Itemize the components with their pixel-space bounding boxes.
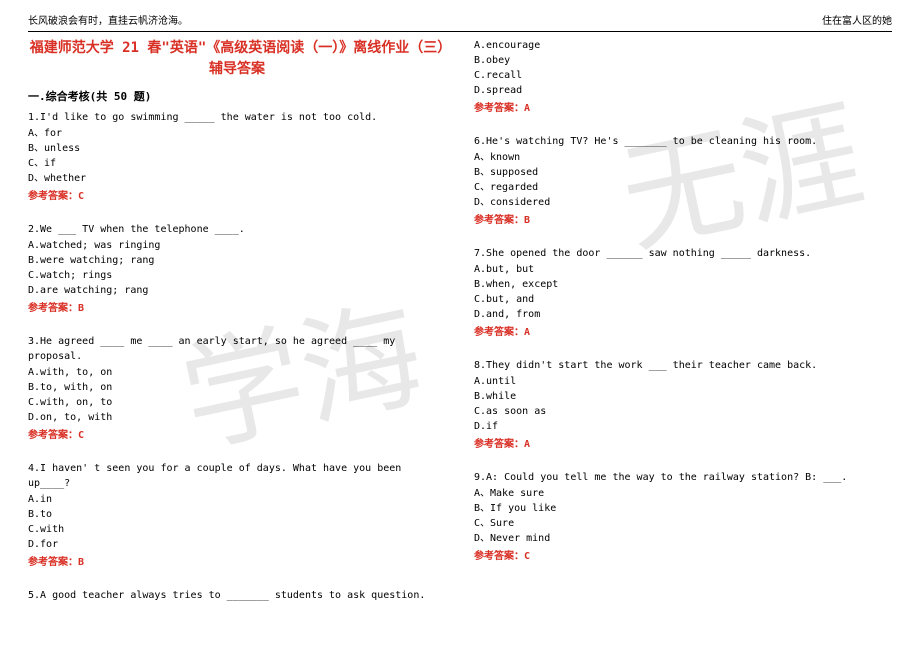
q1-opt-b: B、unless	[28, 141, 446, 156]
q5-opt-d: D.spread	[474, 83, 892, 98]
q1-answer: 参考答案：C	[28, 189, 446, 204]
header-divider	[28, 31, 892, 32]
header-right: 住在富人区的她	[822, 12, 892, 27]
q7-opt-a: A.but, but	[474, 262, 892, 277]
question-5: 5.A good teacher always tries to _______…	[28, 588, 446, 603]
q6-answer: 参考答案：B	[474, 213, 892, 228]
q7-opt-d: D.and, from	[474, 307, 892, 322]
q6-opt-a: A、known	[474, 150, 892, 165]
q5-text: 5.A good teacher always tries to _______…	[28, 588, 446, 603]
q2-opt-a: A.watched; was ringing	[28, 238, 446, 253]
q4-opt-c: C.with	[28, 522, 446, 537]
q3-opt-c: C.with, on, to	[28, 395, 446, 410]
q4-answer: 参考答案：B	[28, 555, 446, 570]
q5-answer: 参考答案：A	[474, 101, 892, 116]
question-9: 9.A: Could you tell me the way to the ra…	[474, 470, 892, 564]
q4-opt-a: A.in	[28, 492, 446, 507]
q6-opt-b: B、supposed	[474, 165, 892, 180]
q5-opt-b: B.obey	[474, 53, 892, 68]
q3-opt-a: A.with, to, on	[28, 365, 446, 380]
q9-answer: 参考答案：C	[474, 549, 892, 564]
q9-opt-c: C、Sure	[474, 516, 892, 531]
header-left: 长风破浪会有时，直挂云帆济沧海。	[28, 12, 188, 27]
q5-opt-a: A.encourage	[474, 38, 892, 53]
q3-text: 3.He agreed ____ me ____ an early start,…	[28, 334, 446, 364]
document-title: 福建师范大学 21 春"英语"《高级英语阅读（一）》离线作业（三）辅导答案	[28, 38, 446, 80]
q8-opt-d: D.if	[474, 419, 892, 434]
q2-opt-d: D.are watching; rang	[28, 283, 446, 298]
q1-opt-c: C、if	[28, 156, 446, 171]
q7-text: 7.She opened the door ______ saw nothing…	[474, 246, 892, 261]
q9-opt-b: B、If you like	[474, 501, 892, 516]
q3-opt-b: B.to, with, on	[28, 380, 446, 395]
q4-text: 4.I haven' t seen you for a couple of da…	[28, 461, 446, 491]
q4-opt-d: D.for	[28, 537, 446, 552]
q3-opt-d: D.on, to, with	[28, 410, 446, 425]
left-column: 福建师范大学 21 春"英语"《高级英语阅读（一）》离线作业（三）辅导答案 一.…	[28, 38, 446, 609]
q8-opt-a: A.until	[474, 374, 892, 389]
question-3: 3.He agreed ____ me ____ an early start,…	[28, 334, 446, 443]
q7-opt-b: B.when, except	[474, 277, 892, 292]
question-6: 6.He's watching TV? He's _______ to be c…	[474, 134, 892, 228]
q9-text: 9.A: Could you tell me the way to the ra…	[474, 470, 892, 485]
section-title: 一.综合考核(共 50 题)	[28, 88, 446, 104]
q9-opt-d: D、Never mind	[474, 531, 892, 546]
q1-opt-a: A、for	[28, 126, 446, 141]
q5-opt-c: C.recall	[474, 68, 892, 83]
question-4: 4.I haven' t seen you for a couple of da…	[28, 461, 446, 570]
q8-opt-b: B.while	[474, 389, 892, 404]
q2-text: 2.We ___ TV when the telephone ____.	[28, 222, 446, 237]
page-content: 长风破浪会有时，直挂云帆济沧海。 住在富人区的她 福建师范大学 21 春"英语"…	[0, 0, 920, 621]
q6-opt-c: C、regarded	[474, 180, 892, 195]
q7-opt-c: C.but, and	[474, 292, 892, 307]
q2-opt-c: C.watch; rings	[28, 268, 446, 283]
q1-text: 1.I'd like to go swimming _____ the wate…	[28, 110, 446, 125]
q2-answer: 参考答案：B	[28, 301, 446, 316]
q1-opt-d: D、whether	[28, 171, 446, 186]
question-8: 8.They didn't start the work ___ their t…	[474, 358, 892, 452]
question-7: 7.She opened the door ______ saw nothing…	[474, 246, 892, 340]
header-row: 长风破浪会有时，直挂云帆济沧海。 住在富人区的她	[28, 12, 892, 27]
q9-opt-a: A、Make sure	[474, 486, 892, 501]
q7-answer: 参考答案：A	[474, 325, 892, 340]
q3-answer: 参考答案：C	[28, 428, 446, 443]
q8-answer: 参考答案：A	[474, 437, 892, 452]
question-1: 1.I'd like to go swimming _____ the wate…	[28, 110, 446, 204]
q4-opt-b: B.to	[28, 507, 446, 522]
q2-opt-b: B.were watching; rang	[28, 253, 446, 268]
q8-opt-c: C.as soon as	[474, 404, 892, 419]
q6-opt-d: D、considered	[474, 195, 892, 210]
q6-text: 6.He's watching TV? He's _______ to be c…	[474, 134, 892, 149]
two-column-layout: 福建师范大学 21 春"英语"《高级英语阅读（一）》离线作业（三）辅导答案 一.…	[28, 38, 892, 609]
q8-text: 8.They didn't start the work ___ their t…	[474, 358, 892, 373]
right-column: A.encourage B.obey C.recall D.spread 参考答…	[474, 38, 892, 609]
question-5-cont: A.encourage B.obey C.recall D.spread 参考答…	[474, 38, 892, 116]
question-2: 2.We ___ TV when the telephone ____. A.w…	[28, 222, 446, 316]
